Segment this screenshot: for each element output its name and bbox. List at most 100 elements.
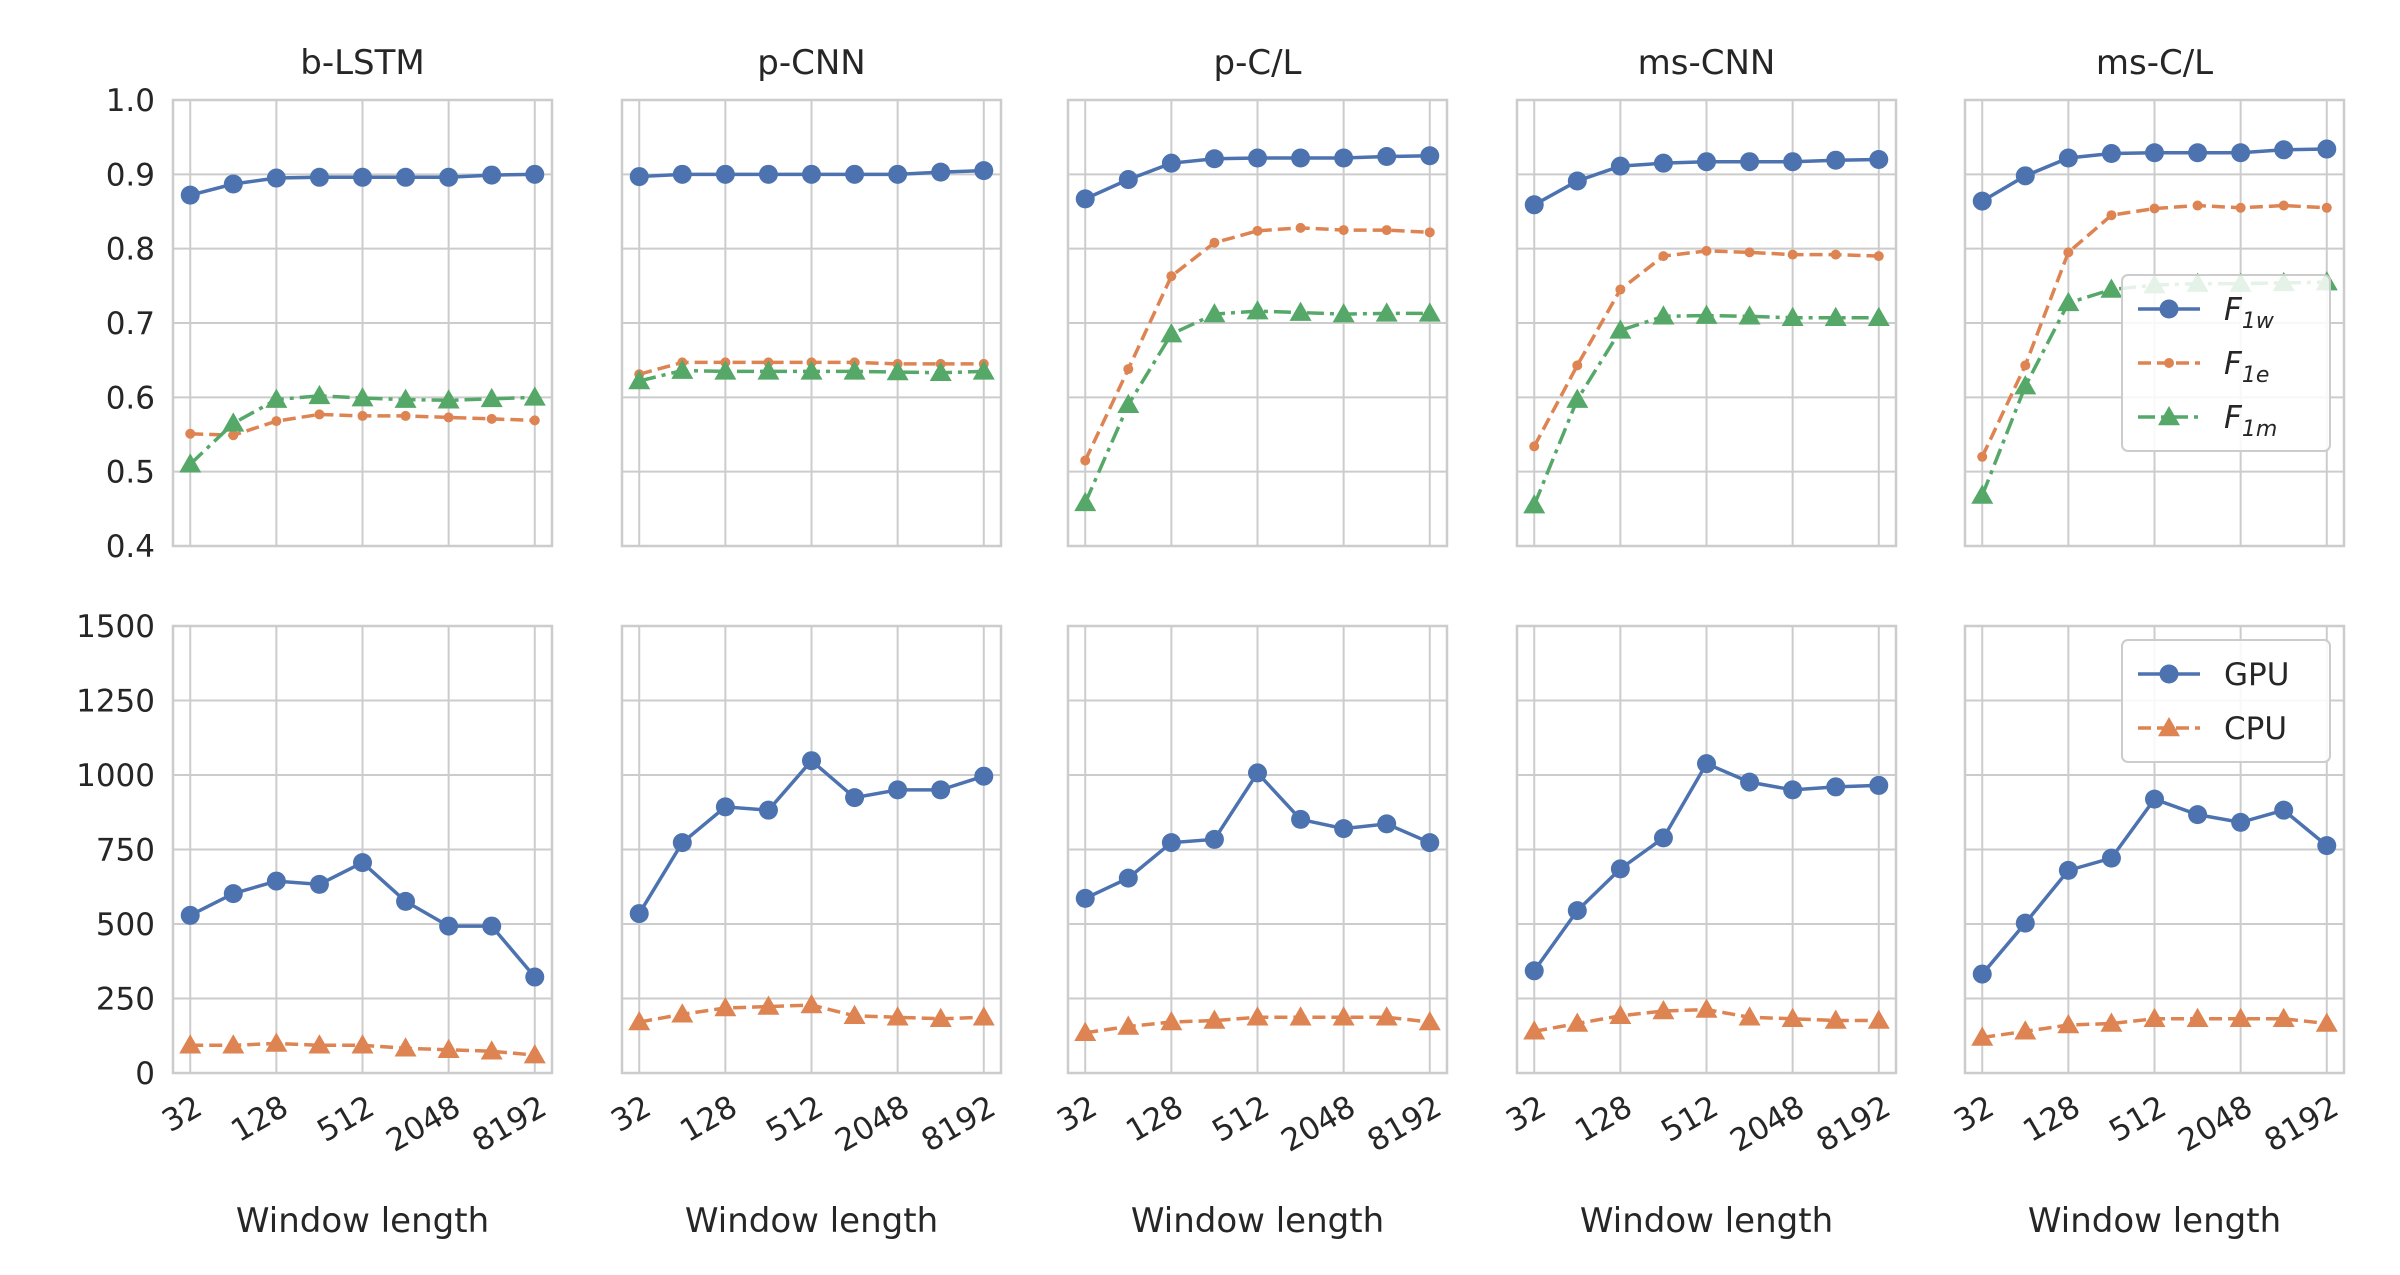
marker bbox=[1826, 777, 1846, 797]
marker bbox=[1161, 153, 1181, 173]
marker bbox=[886, 361, 909, 381]
marker bbox=[2014, 1020, 2037, 1040]
marker bbox=[394, 1037, 417, 1057]
marker bbox=[353, 167, 373, 187]
subplot: 32 128 512 2048 8192 Window length bbox=[1500, 624, 1898, 1241]
marker bbox=[1418, 302, 1441, 322]
marker bbox=[437, 389, 460, 409]
subplot-title: p-CNN bbox=[757, 43, 865, 83]
subplot-title: p-C/L bbox=[1214, 43, 1302, 83]
marker bbox=[1246, 300, 1269, 320]
marker bbox=[1972, 191, 1992, 211]
marker bbox=[845, 788, 865, 808]
marker bbox=[309, 167, 329, 187]
marker bbox=[1695, 998, 1718, 1018]
marker bbox=[1160, 323, 1183, 343]
marker bbox=[1971, 1026, 1994, 1046]
marker bbox=[2315, 1012, 2338, 1032]
legend-label: F1m bbox=[2224, 400, 2277, 442]
axes-frame bbox=[620, 98, 1003, 548]
marker bbox=[2106, 210, 2117, 221]
axes-frame bbox=[1963, 98, 2346, 548]
subplot-title: b-LSTM bbox=[300, 43, 424, 83]
marker bbox=[480, 387, 503, 408]
marker bbox=[2063, 247, 2074, 258]
marker bbox=[1783, 152, 1803, 172]
marker bbox=[2278, 200, 2289, 211]
marker bbox=[757, 995, 780, 1015]
legend-marker bbox=[2158, 717, 2180, 737]
y-tick-label: 0.6 bbox=[106, 380, 155, 416]
marker bbox=[486, 413, 497, 424]
y-tick-label: 1500 bbox=[76, 609, 155, 645]
marker bbox=[357, 410, 368, 421]
legend-marker bbox=[2159, 299, 2179, 319]
marker bbox=[1869, 149, 1889, 169]
marker bbox=[180, 185, 200, 205]
subplot: ms-CNN bbox=[1515, 43, 1898, 548]
marker bbox=[396, 891, 416, 911]
legend: F1w F1e F1m bbox=[2121, 274, 2331, 452]
marker bbox=[1695, 304, 1718, 324]
marker bbox=[929, 361, 952, 382]
marker bbox=[1332, 1006, 1355, 1026]
y-tick-label: 0 bbox=[135, 1056, 155, 1092]
marker bbox=[715, 164, 735, 184]
x-tick-label: 2048 bbox=[380, 1089, 466, 1160]
series-line bbox=[1532, 313, 1879, 506]
marker bbox=[482, 916, 502, 936]
legend-marker bbox=[2164, 358, 2174, 368]
marker bbox=[758, 800, 778, 820]
marker bbox=[1873, 251, 1884, 262]
marker bbox=[671, 359, 694, 379]
x-tick-label: 8192 bbox=[466, 1089, 552, 1160]
marker bbox=[1418, 1011, 1441, 1031]
legend-marker bbox=[2158, 406, 2180, 426]
legend-marker bbox=[2159, 664, 2179, 684]
marker bbox=[2014, 375, 2037, 395]
marker bbox=[888, 164, 908, 184]
marker bbox=[1248, 763, 1268, 783]
marker bbox=[1118, 868, 1138, 888]
marker bbox=[2145, 143, 2165, 163]
marker bbox=[1652, 1000, 1675, 1020]
marker bbox=[1291, 809, 1311, 829]
legend-label: F1w bbox=[2224, 292, 2275, 334]
marker bbox=[179, 1034, 202, 1054]
x-tick-label: 512 bbox=[2103, 1089, 2172, 1150]
y-tick-label: 250 bbox=[96, 982, 155, 1018]
marker bbox=[1117, 393, 1140, 414]
marker bbox=[1783, 780, 1803, 800]
marker bbox=[266, 871, 286, 891]
marker bbox=[353, 853, 373, 873]
marker bbox=[179, 453, 202, 473]
marker bbox=[672, 833, 692, 853]
x-axis-label: Window length bbox=[236, 1201, 489, 1241]
marker bbox=[396, 167, 416, 187]
subplot: p-C/L bbox=[1066, 43, 1449, 548]
marker bbox=[1824, 306, 1847, 327]
marker bbox=[1740, 152, 1760, 172]
marker bbox=[1867, 306, 1890, 327]
y-tick-label: 500 bbox=[96, 907, 155, 943]
x-tick-label: 128 bbox=[2017, 1089, 2086, 1150]
x-tick-label: 32 bbox=[1051, 1089, 1103, 1140]
marker bbox=[1566, 388, 1589, 408]
marker bbox=[1658, 251, 1669, 262]
marker bbox=[1867, 1009, 1890, 1029]
x-tick-label: 2048 bbox=[1275, 1089, 1361, 1160]
marker bbox=[271, 416, 282, 427]
marker bbox=[1572, 360, 1583, 371]
y-tick-label: 1250 bbox=[76, 684, 155, 720]
marker bbox=[2317, 139, 2337, 159]
marker bbox=[2231, 812, 2251, 832]
x-axis-label: Window length bbox=[2028, 1201, 2281, 1241]
marker bbox=[222, 1034, 245, 1054]
x-tick-label: 2048 bbox=[829, 1089, 915, 1160]
marker bbox=[437, 1038, 460, 1059]
marker bbox=[802, 751, 822, 771]
marker bbox=[1291, 148, 1311, 168]
marker bbox=[1609, 319, 1632, 339]
marker bbox=[929, 1007, 952, 1028]
y-tick-label: 0.4 bbox=[106, 529, 155, 565]
